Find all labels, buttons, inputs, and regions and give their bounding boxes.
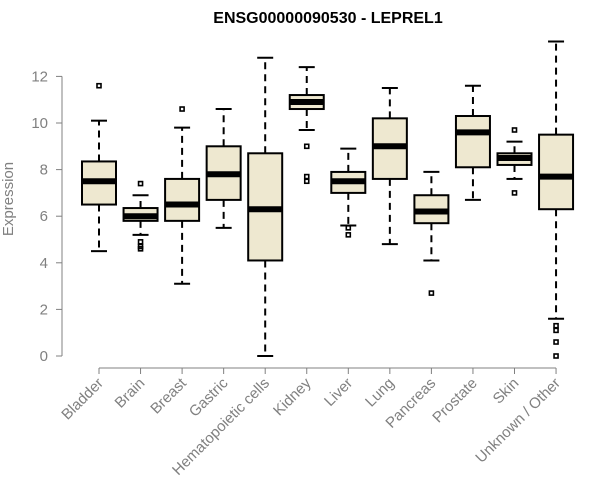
outlier-point (553, 353, 559, 359)
y-tick-label: 2 (40, 301, 48, 318)
box-breast (164, 106, 201, 285)
outlier-point (345, 225, 352, 231)
outlier-point (511, 127, 518, 133)
box-liver (330, 147, 367, 238)
y-axis: 0 2 4 6 8 10 12 (31, 68, 63, 365)
box-pancreas (413, 170, 450, 296)
outlier-point (553, 339, 559, 345)
box-iqr (454, 115, 491, 169)
outlier-point (137, 239, 144, 245)
x-tick-label: Prostate (429, 375, 481, 427)
y-axis-title: Expression (0, 162, 17, 236)
outlier-point (553, 322, 559, 329)
box-unknown-other (538, 40, 575, 359)
x-tick-label: Skin (490, 375, 523, 408)
box-iqr (538, 133, 575, 211)
box-lung (371, 87, 408, 246)
box-skin (496, 127, 533, 196)
y-tick-label: 6 (40, 208, 48, 225)
box-iqr (164, 177, 201, 222)
y-tick-label: 0 (40, 348, 48, 365)
x-tick-label: Bladder (58, 375, 107, 424)
outlier-point (303, 143, 310, 150)
x-tick-label: Brain (112, 375, 149, 412)
box-gastric (205, 108, 242, 229)
outlier-point (428, 290, 435, 296)
box-series (81, 40, 575, 359)
y-tick-label: 10 (31, 115, 48, 132)
y-tick-label: 8 (40, 162, 48, 179)
box-prostate (454, 84, 491, 201)
box-kidney (288, 66, 325, 185)
outlier-point (96, 82, 102, 89)
x-tick-label: Kidney (270, 374, 315, 419)
outlier-point (303, 178, 310, 185)
outlier-point (137, 246, 144, 252)
y-tick-label: 4 (40, 255, 48, 272)
x-tick-label: Breast (147, 374, 190, 417)
outlier-point (303, 173, 310, 180)
box-bladder (81, 82, 117, 253)
outlier-point (511, 190, 518, 196)
outlier-point (553, 327, 559, 334)
box-hematopoietic-cells (247, 56, 284, 357)
outlier-point (137, 180, 144, 187)
y-tick-label: 12 (31, 68, 48, 85)
outlier-point (179, 106, 185, 112)
box-brain (122, 180, 159, 252)
x-tick-label: Lung (362, 375, 398, 411)
outlier-point (345, 232, 352, 238)
chart-title: ENSG00000090530 - LEPREL1 (213, 10, 443, 27)
x-tick-label: Liver (321, 375, 356, 410)
